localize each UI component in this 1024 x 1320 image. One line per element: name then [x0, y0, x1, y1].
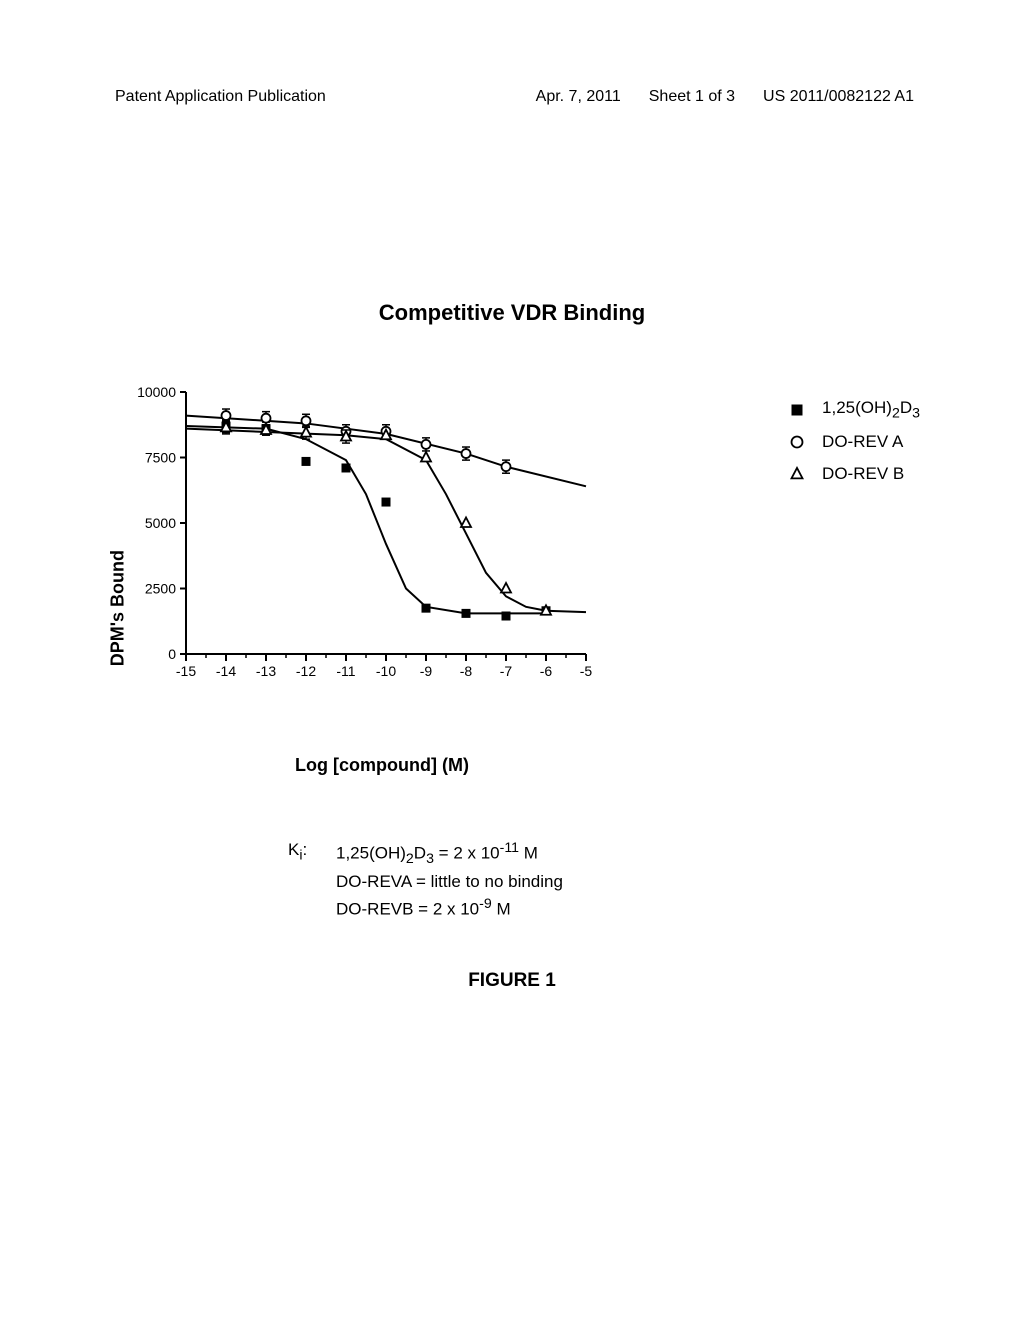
figure-label: FIGURE 1	[0, 970, 1024, 992]
ki-line-2: DO-REVA = little to no binding	[336, 870, 563, 895]
page-header: Patent Application Publication Apr. 7, 2…	[0, 88, 1024, 106]
svg-text:-7: -7	[500, 663, 513, 679]
ki-label: Ki:	[288, 838, 336, 870]
header-date: Apr. 7, 2011	[536, 88, 621, 106]
legend-item: DO-REV A	[786, 431, 920, 453]
legend-item: DO-REV B	[786, 463, 920, 485]
svg-text:-11: -11	[336, 663, 355, 679]
svg-text:10000: 10000	[137, 384, 176, 400]
svg-text:-14: -14	[216, 663, 236, 679]
header-left: Patent Application Publication	[115, 88, 326, 106]
ki-line-1: 1,25(OH)2D3 = 2 x 10-11 M	[336, 838, 538, 870]
svg-text:-15: -15	[176, 663, 196, 679]
legend-label: DO-REV B	[822, 464, 904, 484]
svg-text:-9: -9	[420, 663, 433, 679]
svg-text:-13: -13	[256, 663, 276, 679]
chart-legend: 1,25(OH)2D3 DO-REV A DO-REV B	[786, 398, 920, 495]
legend-item: 1,25(OH)2D3	[786, 398, 920, 421]
x-axis-label: Log [compound] (M)	[182, 755, 582, 776]
legend-marker-icon	[786, 463, 808, 485]
svg-text:-8: -8	[460, 663, 473, 679]
legend-label: 1,25(OH)2D3	[822, 398, 920, 421]
chart-container: DPM's Bound Log [compound] (M) 025005000…	[130, 380, 890, 720]
legend-marker-icon	[786, 431, 808, 453]
svg-text:7500: 7500	[145, 450, 176, 466]
svg-text:-10: -10	[376, 663, 396, 679]
svg-text:-6: -6	[540, 663, 553, 679]
ki-values: Ki: 1,25(OH)2D3 = 2 x 10-11 M DO-REVA = …	[288, 838, 563, 923]
chart-plot: 0 2500 5000 7500 10000 -15 -14 -13 -12 -11 -10 -9 -8…	[130, 380, 650, 700]
y-axis-label: DPM's Bound	[108, 550, 129, 666]
header-right: Apr. 7, 2011 Sheet 1 of 3 US 2011/008212…	[536, 88, 914, 106]
legend-marker-icon	[786, 399, 808, 421]
svg-text:2500: 2500	[145, 581, 176, 597]
legend-label: DO-REV A	[822, 432, 903, 452]
chart-title: Competitive VDR Binding	[0, 300, 1024, 326]
header-pubno: US 2011/0082122 A1	[763, 88, 914, 106]
ki-line-3: DO-REVB = 2 x 10-9 M	[336, 894, 511, 922]
svg-text:-5: -5	[580, 663, 593, 679]
svg-text:-12: -12	[296, 663, 316, 679]
header-sheet: Sheet 1 of 3	[649, 88, 735, 106]
svg-text:5000: 5000	[145, 515, 176, 531]
svg-text:0: 0	[168, 646, 176, 662]
